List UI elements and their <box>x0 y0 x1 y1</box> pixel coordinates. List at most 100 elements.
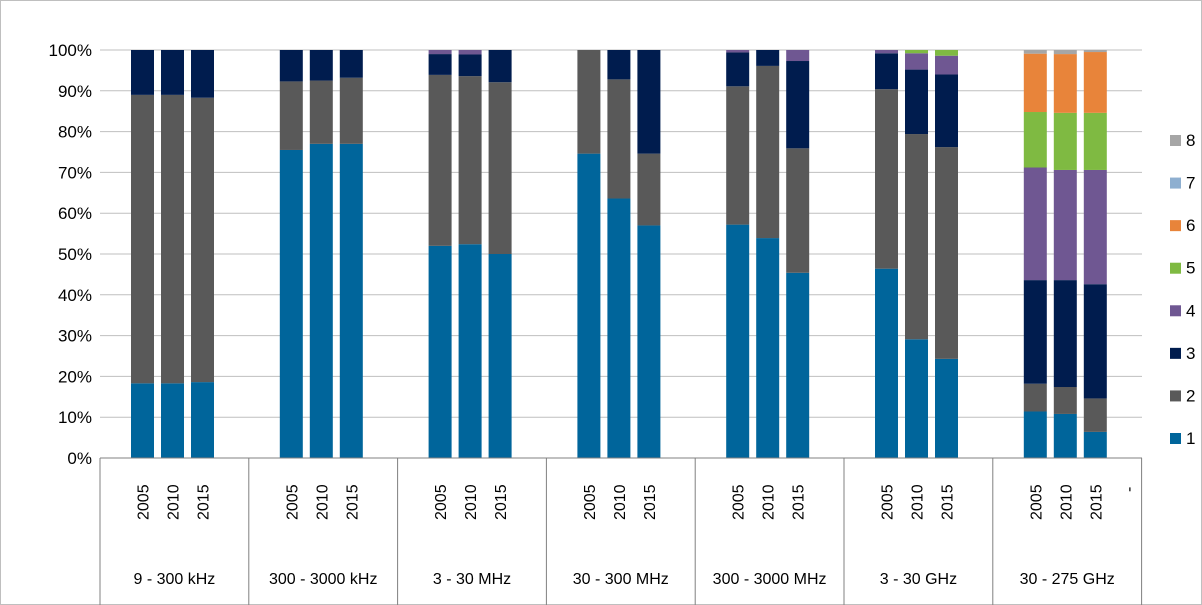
x-tick-label: 2015 <box>344 484 361 520</box>
legend-swatch-series-5 <box>1170 262 1181 274</box>
bar-segment-series-8 <box>1053 50 1077 55</box>
bar-segment-series-1 <box>935 358 958 458</box>
bar-segment-series-2 <box>607 79 631 199</box>
bar-segment-series-2 <box>637 153 661 226</box>
bar-segment-series-2 <box>279 81 303 150</box>
bar-segment-series-1 <box>607 198 631 458</box>
category-group-label: 300 - 3000 kHz <box>269 571 378 588</box>
bar-segment-series-2 <box>905 134 928 340</box>
bar-segment-series-1 <box>1083 431 1107 458</box>
bar-segment-series-2 <box>756 65 780 239</box>
bar-segment-series-2 <box>428 74 452 246</box>
bar-segment-series-2 <box>935 147 958 359</box>
bar-segment-series-3 <box>935 74 958 148</box>
legend-swatch-series-1 <box>1170 433 1181 444</box>
bar-segment-series-3 <box>191 50 214 98</box>
bar-segment-series-5 <box>935 50 958 56</box>
category-group-label: 30 - 300 MHz <box>573 571 669 588</box>
category-group-label: 9 - 300 kHz <box>133 571 215 588</box>
y-tick-label: 90% <box>58 82 92 101</box>
y-tick-label: 30% <box>58 327 92 346</box>
y-tick-label: 80% <box>58 123 92 142</box>
x-tick-label: 2010 <box>1058 484 1075 520</box>
bar-segment-series-5 <box>1023 112 1047 168</box>
bar-segment-series-1 <box>786 272 810 458</box>
bar-segment-series-3 <box>905 69 928 135</box>
legend-swatch-series-2 <box>1170 390 1181 402</box>
bar-segment-series-5 <box>1053 112 1077 170</box>
x-tick-label: 2005 <box>284 484 301 520</box>
bar-segment-series-3 <box>875 53 898 90</box>
bar-segment-series-4 <box>1023 167 1047 281</box>
x-tick-label: 2005 <box>136 484 153 520</box>
bar-segment-series-1 <box>131 383 154 458</box>
legend-label-series-3: 3 <box>1186 344 1195 363</box>
bar-segment-series-4 <box>428 50 452 55</box>
bar-segment-series-2 <box>786 148 810 273</box>
bar-segment-series-3 <box>786 61 810 149</box>
y-tick-label: 70% <box>58 163 92 182</box>
bar-segment-series-1 <box>428 245 452 458</box>
bar-segment-series-3 <box>131 50 154 95</box>
x-tick-label: 2005 <box>582 484 599 520</box>
bar-segment-series-1 <box>577 153 601 458</box>
bar-segment-series-1 <box>1053 413 1077 458</box>
legend-label-series-1: 1 <box>1186 429 1195 448</box>
bar-segment-series-2 <box>131 94 154 384</box>
bar-segment-series-1 <box>637 225 661 458</box>
bar-segment-series-8 <box>1023 50 1047 54</box>
bar-segment-series-1 <box>458 244 482 458</box>
bar-segment-series-1 <box>726 224 750 458</box>
bar-segment-series-1 <box>279 149 303 458</box>
bar-segment-series-2 <box>161 94 184 384</box>
bar-segment-series-4 <box>875 50 898 54</box>
bar-segment-series-1 <box>905 339 928 458</box>
bar-segment-series-1 <box>161 383 184 458</box>
legend-swatch-series-6 <box>1170 220 1181 232</box>
bar-segment-series-2 <box>458 76 482 245</box>
bar-segment-series-2 <box>726 86 750 225</box>
bar-segment-series-6 <box>1083 52 1107 113</box>
bar-segment-series-2 <box>1083 398 1107 432</box>
x-tick-label: 2010 <box>612 484 629 520</box>
category-group-label: 3 - 30 GHz <box>880 571 957 588</box>
legend-label-series-4: 4 <box>1186 301 1195 320</box>
bar-segment-series-1 <box>756 238 780 458</box>
bar-segment-series-2 <box>1023 383 1047 412</box>
bar-segment-series-3 <box>1053 280 1077 388</box>
x-tick-label: 2005 <box>1028 484 1045 520</box>
y-tick-label: 60% <box>58 204 92 223</box>
bar-segment-series-5 <box>905 50 928 54</box>
bar-segment-series-3 <box>607 50 631 80</box>
x-tick-label: 2015 <box>642 484 659 520</box>
x-tick-label: 2015 <box>791 484 808 520</box>
bar-segment-series-2 <box>309 80 333 144</box>
y-axis: 0% 10% 20% 30% 40% 50% 60% 70% 80% 90% 100% <box>49 41 92 468</box>
x-tick-label: 2010 <box>761 484 778 520</box>
bar-segment-series-3 <box>309 50 333 81</box>
bar-segment-series-2 <box>875 89 898 269</box>
legend: 8 7 6 5 4 3 2 1 <box>1170 131 1195 448</box>
bar-segment-series-3 <box>1083 284 1107 399</box>
y-tick-label: 0% <box>67 449 92 468</box>
legend-label-series-6: 6 <box>1186 216 1195 235</box>
bar-segment-series-3 <box>756 50 780 66</box>
x-tick-label: 2005 <box>731 484 748 520</box>
category-group-label: 300 - 3000 MHz <box>713 571 827 588</box>
bar-segment-series-2 <box>339 77 363 144</box>
x-tick-label: 2005 <box>880 484 897 520</box>
legend-swatch-series-7 <box>1170 177 1181 189</box>
bar-segment-series-6 <box>1023 53 1047 113</box>
x-tick-label: 2015 <box>196 484 213 520</box>
bar-segment-series-3 <box>339 50 363 78</box>
y-tick-label: 40% <box>58 286 92 305</box>
bar-segment-series-1 <box>1023 411 1047 458</box>
bar-segment-series-2 <box>191 97 214 383</box>
bar-segment-series-4 <box>786 50 810 62</box>
legend-label-series-7: 7 <box>1186 174 1195 193</box>
bar-segment-series-4 <box>726 50 750 53</box>
y-tick-label: 20% <box>58 367 92 386</box>
bar-segment-series-2 <box>1053 387 1077 414</box>
